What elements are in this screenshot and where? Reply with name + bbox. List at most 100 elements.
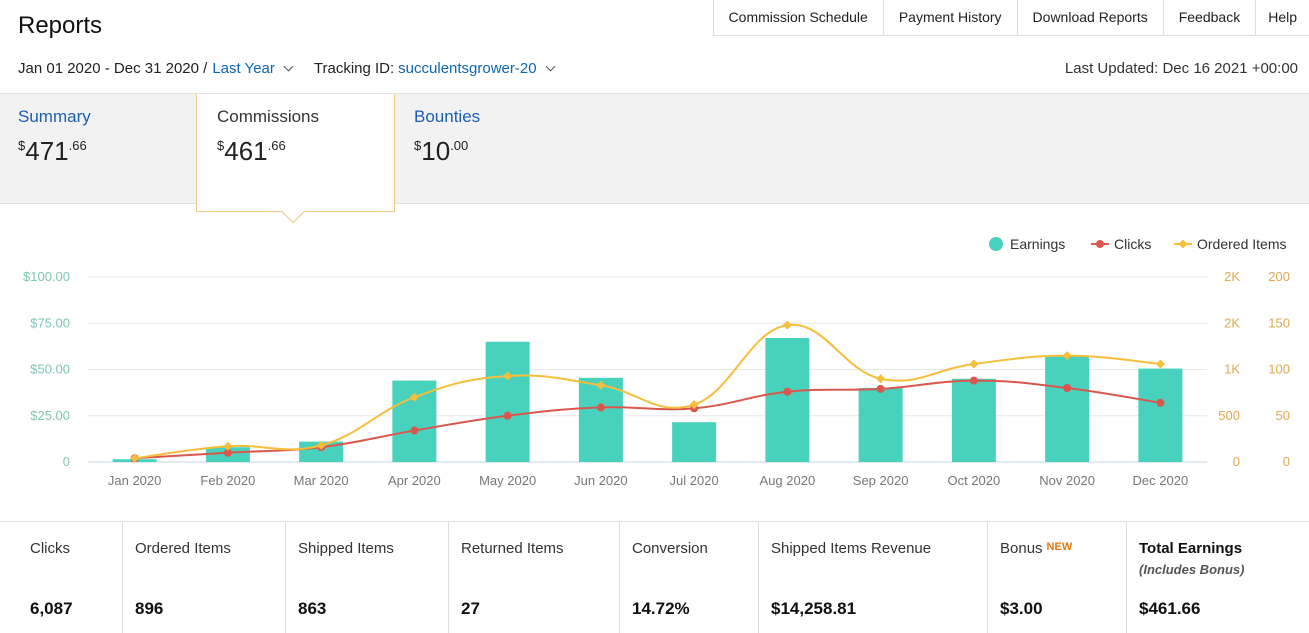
stat-shipped-items: Shipped Items 863 bbox=[286, 522, 449, 633]
x-axis-tick-label: Feb 2020 bbox=[200, 473, 255, 488]
tracking-id-label: Tracking ID: bbox=[313, 60, 395, 77]
stat-label: Conversion bbox=[632, 540, 708, 557]
tab-bounties-amount: $10.00 bbox=[414, 136, 469, 166]
ordered-items-point bbox=[782, 320, 792, 330]
stat-label: Shipped Items bbox=[298, 540, 394, 557]
stat-note: (Includes Bonus) bbox=[1139, 562, 1245, 577]
tab-bounties[interactable]: Bounties $10.00 bbox=[414, 94, 584, 204]
earnings-bar bbox=[858, 388, 903, 462]
earnings-bar bbox=[1045, 356, 1090, 462]
ordered-items-point bbox=[596, 380, 606, 390]
left-axis-tick-label: 0 bbox=[63, 454, 70, 469]
stat-value: 896 bbox=[135, 599, 164, 618]
stat-value: 14.72% bbox=[632, 599, 690, 618]
new-badge: NEW bbox=[1046, 541, 1073, 553]
x-axis-tick-label: Dec 2020 bbox=[1133, 473, 1189, 488]
earnings-bar bbox=[765, 338, 810, 462]
clicks-axis-tick-label: 2K bbox=[1224, 315, 1240, 330]
clicks-point bbox=[783, 387, 792, 396]
top-nav: Commission Schedule Payment History Down… bbox=[712, 0, 1309, 36]
clicks-point bbox=[969, 376, 978, 385]
clicks-axis-tick-label: 0 bbox=[1233, 454, 1240, 469]
download-reports-button[interactable]: Download Reports bbox=[1018, 0, 1164, 35]
ordered-items-point bbox=[689, 400, 699, 410]
ordered-items-point bbox=[130, 453, 140, 463]
clicks-axis-tick-label: 2K bbox=[1224, 269, 1240, 284]
stat-bonus: Bonus NEW $3.00 bbox=[988, 522, 1127, 633]
period-dropdown[interactable]: Last Year bbox=[212, 60, 275, 77]
stat-value: 863 bbox=[298, 599, 327, 618]
ordered-axis-tick-label: 0 bbox=[1283, 454, 1290, 469]
stat-clicks: Clicks 6,087 bbox=[0, 522, 123, 633]
clicks-point bbox=[223, 448, 232, 457]
stat-value: 6,087 bbox=[30, 599, 73, 618]
earnings-chart: 0 0 0 $25.00 500 50 $50.00 1K 100 $75.00 2K 150 $100… bbox=[23, 236, 1290, 488]
tab-summary-label: Summary bbox=[18, 107, 91, 126]
legend-earnings-icon bbox=[989, 237, 1003, 251]
stat-shipped-items-revenue: Shipped Items Revenue $14,258.81 bbox=[759, 522, 988, 633]
earnings-bar bbox=[951, 378, 996, 462]
ordered-items-point bbox=[223, 441, 233, 451]
tab-commissions-label: Commissions bbox=[217, 107, 320, 126]
x-axis-tick-label: Sep 2020 bbox=[853, 473, 909, 488]
stat-value: 27 bbox=[461, 599, 480, 618]
stat-value: $461.66 bbox=[1139, 599, 1201, 618]
legend-clicks-icon bbox=[1096, 240, 1104, 248]
x-axis-tick-label: Jan 2020 bbox=[108, 473, 162, 488]
clicks-point bbox=[1156, 398, 1165, 407]
tab-bounties-label: Bounties bbox=[414, 107, 481, 126]
left-axis-tick-label: $50.00 bbox=[30, 362, 70, 377]
legend-earnings-label: Earnings bbox=[1010, 236, 1065, 252]
stat-label: Ordered Items bbox=[135, 540, 231, 557]
tab-commissions[interactable]: Commissions $461.66 bbox=[196, 94, 395, 224]
left-axis-tick-label: $75.00 bbox=[30, 315, 70, 330]
ordered-items-point bbox=[876, 374, 886, 384]
ordered-items-point bbox=[1062, 351, 1072, 361]
x-axis-tick-label: Oct 2020 bbox=[947, 473, 1000, 488]
ordered-axis-tick-label: 50 bbox=[1276, 408, 1290, 423]
x-axis-tick-label: Jun 2020 bbox=[574, 473, 628, 488]
clicks-point bbox=[1063, 384, 1072, 392]
filter-row: Jan 01 2020 - Dec 31 2020 / Last Year Tr… bbox=[18, 60, 556, 77]
tracking-id-value[interactable]: succulentsgrower-20 bbox=[398, 60, 537, 77]
legend-clicks-label: Clicks bbox=[1114, 236, 1151, 252]
stat-returned-items: Returned Items 27 bbox=[449, 522, 620, 633]
stat-value: $14,258.81 bbox=[771, 599, 857, 618]
commission-schedule-button[interactable]: Commission Schedule bbox=[714, 0, 884, 35]
date-range: Jan 01 2020 - Dec 31 2020 / bbox=[18, 60, 208, 77]
clicks-axis-tick-label: 1K bbox=[1224, 362, 1240, 377]
ordered-items-point bbox=[503, 371, 513, 381]
tracking-id-dropdown[interactable]: Tracking ID: succulentsgrower-20 bbox=[313, 60, 556, 77]
report-tabs: Summary $471.66 Commissions $461.66 Boun… bbox=[0, 93, 1309, 224]
x-axis-tick-label: Jul 2020 bbox=[670, 473, 719, 488]
earnings-bar bbox=[1138, 368, 1183, 462]
tab-summary[interactable]: Summary $471.66 bbox=[18, 94, 188, 204]
help-button[interactable]: Help bbox=[1268, 9, 1297, 25]
clicks-point bbox=[503, 411, 512, 420]
chevron-down-icon[interactable] bbox=[545, 61, 556, 72]
legend-ordered-icon bbox=[1178, 239, 1188, 249]
x-axis-tick-label: Nov 2020 bbox=[1039, 473, 1095, 488]
x-axis-tick-label: Mar 2020 bbox=[294, 473, 349, 488]
stat-label: Bonus NEW bbox=[1000, 540, 1073, 557]
stat-ordered-items: Ordered Items 896 bbox=[123, 522, 286, 633]
stat-label: Total Earnings bbox=[1139, 540, 1243, 557]
ordered-items-point bbox=[969, 359, 979, 369]
x-axis-tick-label: Apr 2020 bbox=[388, 473, 441, 488]
earnings-bar bbox=[578, 377, 623, 462]
ordered-axis-tick-label: 100 bbox=[1268, 362, 1290, 377]
legend-ordered-label: Ordered Items bbox=[1197, 236, 1286, 252]
tab-summary-amount: $471.66 bbox=[18, 136, 87, 166]
clicks-point bbox=[876, 384, 885, 393]
feedback-button[interactable]: Feedback bbox=[1164, 0, 1257, 35]
ordered-items-point bbox=[409, 392, 419, 402]
payment-history-button[interactable]: Payment History bbox=[884, 0, 1018, 35]
stat-label: Clicks bbox=[30, 540, 70, 557]
stat-label: Returned Items bbox=[461, 540, 564, 557]
last-updated: Last Updated: Dec 16 2021 +00:00 bbox=[1064, 60, 1298, 77]
chevron-down-icon[interactable] bbox=[283, 61, 294, 72]
page-title: Reports bbox=[18, 12, 103, 39]
stat-conversion: Conversion 14.72% bbox=[620, 522, 759, 633]
left-axis-tick-label: $25.00 bbox=[30, 408, 70, 423]
clicks-point bbox=[410, 426, 419, 435]
